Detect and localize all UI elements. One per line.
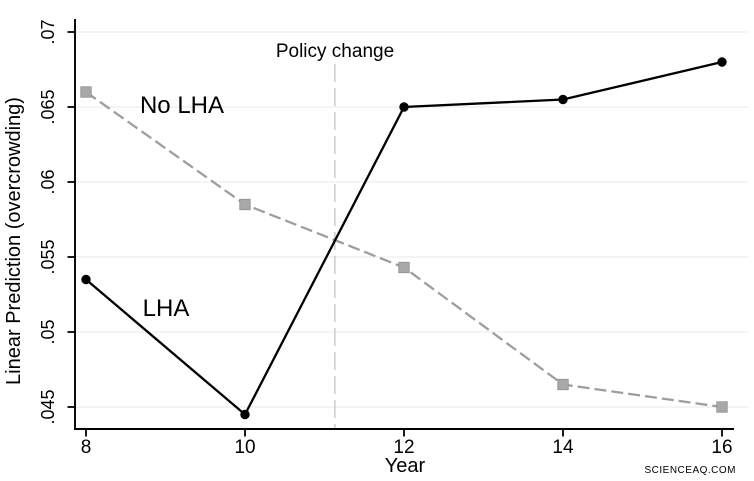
data-point-marker-no-lha <box>716 401 728 413</box>
tick-labels-group: .045 .05 .055 .06 .065 .07 8 10 12 14 16 <box>38 19 733 458</box>
gridlines-group <box>76 31 748 408</box>
data-point-marker-lha <box>399 102 409 112</box>
data-point-marker-no-lha <box>398 261 410 274</box>
y-tick-label: .06 <box>38 169 58 194</box>
watermark-text: SCIENCEAQ.COM <box>644 465 736 476</box>
x-tick-label: 14 <box>552 437 574 458</box>
data-point-marker-no-lha <box>80 86 92 98</box>
policy-change-label: Policy change <box>276 41 394 62</box>
x-axis-title: Year <box>385 455 426 477</box>
y-tick-label: .05 <box>38 319 58 344</box>
axes-group <box>67 19 734 437</box>
data-point-marker-lha <box>717 57 727 67</box>
x-tick-label: 12 <box>393 437 414 458</box>
data-point-marker-lha <box>81 274 91 285</box>
data-point-marker-lha <box>558 94 568 105</box>
data-point-marker-no-lha <box>557 378 569 391</box>
series-label-no-lha: No LHA <box>140 92 224 119</box>
x-tick-label: 8 <box>81 437 92 458</box>
x-tick-label: 16 <box>711 437 732 458</box>
y-axis-title: Linear Prediction (overcrowding) <box>3 97 25 385</box>
data-point-marker-lha <box>240 409 250 420</box>
y-tick-label: .055 <box>38 239 58 274</box>
y-tick-label: .045 <box>38 389 58 424</box>
data-point-marker-no-lha <box>239 198 251 211</box>
y-tick-label: .07 <box>38 19 58 44</box>
series-group <box>80 57 728 420</box>
x-tick-label: 10 <box>234 437 255 458</box>
series-label-lha: LHA <box>143 295 190 322</box>
y-tick-label: .065 <box>38 89 58 124</box>
